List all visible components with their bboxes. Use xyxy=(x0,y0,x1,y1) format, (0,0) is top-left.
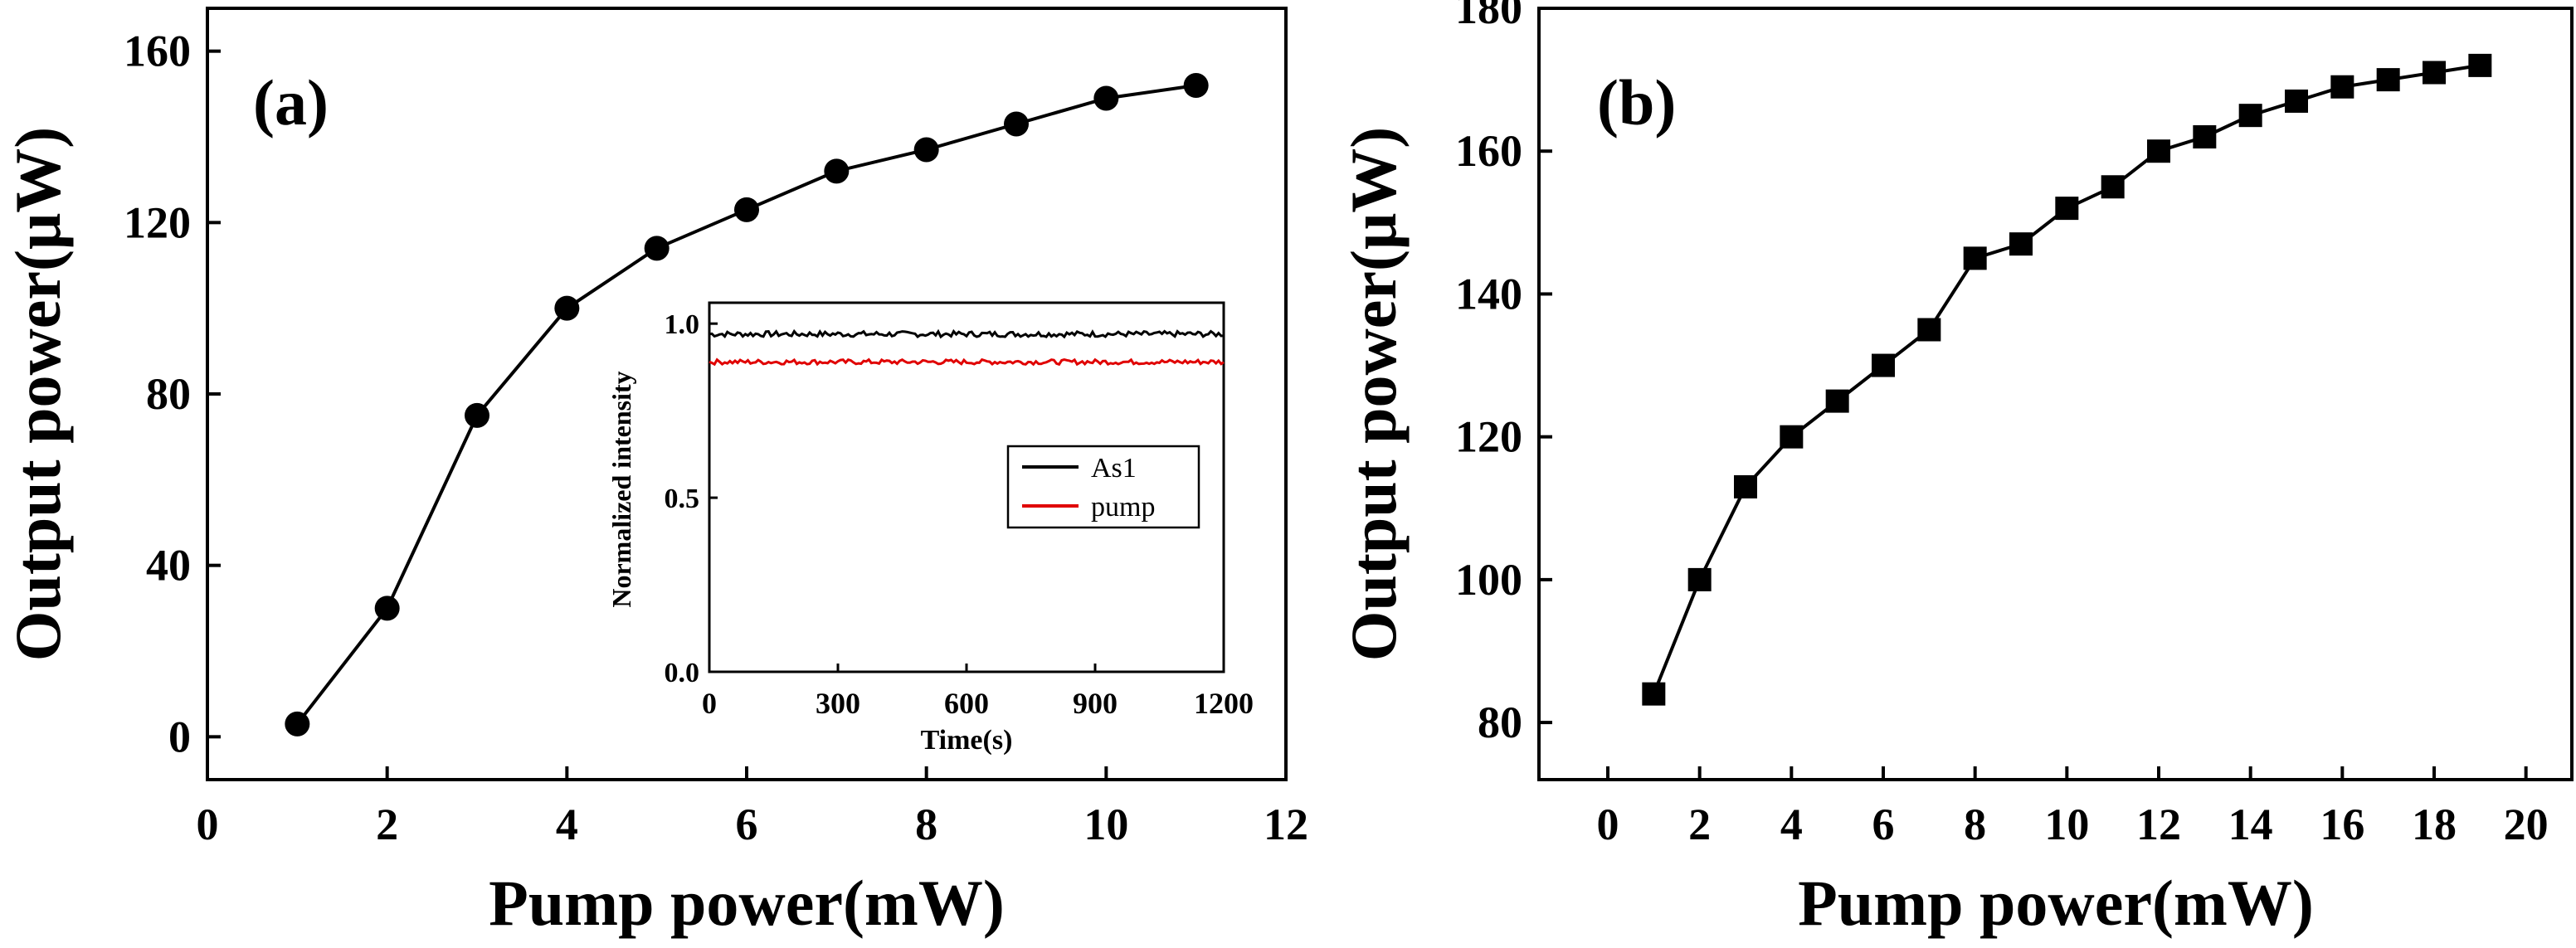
panel-b-x-tick-label: 8 xyxy=(1964,800,1986,849)
panel-a-y-tick-label: 120 xyxy=(124,197,191,247)
inset-y-tick-label: 0.0 xyxy=(665,658,700,688)
panel-a-x-tick-label: 12 xyxy=(1264,800,1308,849)
inset-x-tick-label: 1200 xyxy=(1194,687,1254,720)
panel-b-x-tick-label: 4 xyxy=(1780,800,1803,849)
inset-x-tick-label: 900 xyxy=(1073,687,1118,720)
panel-b-data-point xyxy=(1872,353,1895,377)
panel-a-data-point xyxy=(465,402,489,428)
panel-b-data-point xyxy=(1963,246,1987,270)
panel-a-x-tick-label: 2 xyxy=(376,800,398,849)
panel-b-x-tick-label: 18 xyxy=(2412,800,2457,849)
inset-y-tick-label: 0.5 xyxy=(665,484,700,514)
panel-a-label: (a) xyxy=(253,66,329,139)
panel-b-data-point xyxy=(1917,318,1941,342)
panel-b-data-point xyxy=(1825,389,1849,413)
panel-b-data-point xyxy=(2147,139,2170,163)
panel-a-data-point xyxy=(554,295,580,321)
panel-b-data-point xyxy=(2009,232,2033,256)
panel-b-x-axis-title: Pump power(mW) xyxy=(1798,867,2314,939)
panel-b-data-point xyxy=(1687,567,1712,591)
panel-a-x-axis-title: Pump power(mW) xyxy=(489,867,1005,939)
panel-b-data-point xyxy=(2101,175,2125,199)
panel-a-data-point xyxy=(285,711,310,737)
panel-b-x-tick-label: 12 xyxy=(2136,800,2181,849)
panel-a-data-point xyxy=(1093,85,1119,111)
panel-a-data-point xyxy=(1183,73,1209,98)
panel-b-data-point xyxy=(2285,89,2308,113)
panel-a-x-tick-label: 0 xyxy=(197,800,219,849)
panel-a-y-axis-title: Output power(μW) xyxy=(2,127,74,661)
inset-x-tick-label: 300 xyxy=(816,687,860,720)
panel-b-x-tick-label: 16 xyxy=(2320,800,2364,849)
panel-a-x-tick-label: 10 xyxy=(1083,800,1128,849)
inset-y-tick-label: 1.0 xyxy=(665,309,700,340)
panel-b-data-point xyxy=(2330,75,2354,99)
panel-b-chart: (b) 0 2 4 6 8 10 12 14 16 18 20 80 100 120 140 160 180 P… xyxy=(1337,0,2574,939)
panel-a-data-point xyxy=(824,158,850,184)
panel-b-data-point xyxy=(1780,425,1804,449)
panel-b-x-tick-label: 20 xyxy=(2504,800,2549,849)
panel-b-y-tick-label: 80 xyxy=(1478,698,1522,747)
panel-b-x-tick-label: 10 xyxy=(2044,800,2089,849)
panel-b-data-point xyxy=(2193,125,2217,148)
legend-box xyxy=(1006,445,1200,529)
panel-a-x-tick-label: 4 xyxy=(556,800,578,849)
panel-a-data-point xyxy=(913,137,939,163)
inset-series-As1-line xyxy=(709,328,1225,339)
panel-a-x-tick-label: 8 xyxy=(915,800,937,849)
legend-label-pump: pump xyxy=(1091,492,1155,523)
panel-a-data-point xyxy=(734,197,759,222)
panel-a-y-tick-label: 0 xyxy=(168,712,191,761)
inset-series-pump-line xyxy=(709,357,1225,367)
panel-b-data-point xyxy=(2055,197,2079,221)
panel-b-data-point xyxy=(1734,474,1757,498)
panel-b-data-point xyxy=(1642,682,1666,706)
panel-b-data-point xyxy=(2238,104,2262,128)
inset-x-axis-title: Time(s) xyxy=(921,725,1013,756)
panel-a-y-tick-label: 40 xyxy=(146,541,191,591)
panel-b-plot-frame xyxy=(1537,7,2574,781)
panel-b-data-point xyxy=(2423,61,2446,85)
panel-a-data-point xyxy=(1004,111,1029,137)
panel-b-data-point xyxy=(2376,68,2400,92)
legend-label-as1: As1 xyxy=(1091,453,1137,484)
inset-y-axis-title: Normalized intensity xyxy=(606,371,636,607)
panel-b-y-tick-label: 140 xyxy=(1455,269,1522,318)
panel-b-y-tick-label: 160 xyxy=(1455,126,1522,176)
panel-b-y-tick-label: 120 xyxy=(1455,412,1522,462)
panel-b-series-line xyxy=(1652,63,2481,695)
panel-b-x-tick-label: 0 xyxy=(1597,800,1619,849)
inset-x-tick-label: 0 xyxy=(702,687,717,720)
panel-a-data-point xyxy=(644,236,670,261)
panel-a-data-point xyxy=(374,596,400,621)
inset-x-tick-label: 600 xyxy=(944,687,989,720)
panel-b-x-tick-label: 14 xyxy=(2228,800,2273,849)
panel-a-y-tick-label: 80 xyxy=(146,369,191,419)
panel-b-x-tick-label: 6 xyxy=(1872,800,1895,849)
panel-a-x-tick-label: 6 xyxy=(736,800,758,849)
panel-b-y-tick-label: 180 xyxy=(1455,0,1522,33)
panel-b-data-point xyxy=(2468,53,2492,77)
panel-b-y-axis-title: Output power(μW) xyxy=(1337,127,1410,661)
panel-a-y-tick-label: 160 xyxy=(124,27,191,76)
panel-b-y-tick-label: 100 xyxy=(1455,555,1522,605)
panel-b-label: (b) xyxy=(1597,66,1676,139)
panel-b-x-tick-label: 2 xyxy=(1688,800,1711,849)
panel-a-inset: 0 300 600 900 1200 0.0 0.5 1.0 Time(s) Normaliz… xyxy=(606,286,1254,756)
inset-legend: As1 pump xyxy=(1006,445,1200,529)
